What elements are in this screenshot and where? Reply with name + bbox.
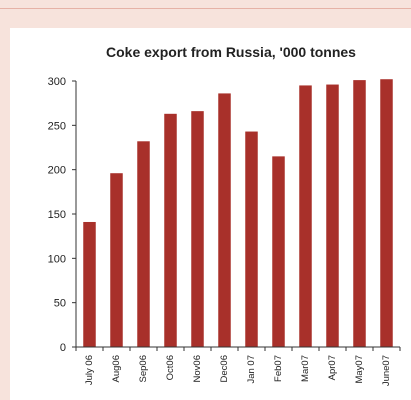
x-axis-ticks: July 06 Aug06 Sep06 Oct06 Nov06 Dec06 Jan 07 Fe… (75, 347, 401, 386)
x-tick-label: Apr07 (327, 355, 338, 380)
x-tick-label: July 06 (84, 355, 95, 385)
bar (110, 173, 123, 347)
bar (299, 85, 312, 347)
y-tick-label: 50 (54, 298, 66, 310)
y-tick-label: 250 (48, 120, 66, 132)
bar (137, 141, 150, 347)
chart-title: Coke export from Russia, '000 tonnes (106, 44, 356, 60)
y-tick-label: 100 (48, 253, 66, 265)
bar-chart: Coke export from Russia, '000 tonnes 0 50… (48, 44, 401, 386)
x-tick-label: June07 (381, 355, 392, 386)
bar (353, 80, 366, 347)
bar (164, 113, 177, 347)
x-tick-label: Sep06 (138, 355, 149, 382)
bar (245, 131, 258, 347)
y-tick-label: 200 (48, 165, 66, 177)
x-tick-label: Nov06 (192, 355, 203, 382)
x-tick-label: Jan 07 (246, 355, 257, 384)
x-tick-label: Aug06 (111, 355, 122, 382)
x-tick-label: Mar07 (300, 355, 311, 382)
y-tick-label: 150 (48, 209, 66, 221)
x-tick-label: May07 (354, 355, 365, 384)
y-tick-label: 300 (48, 76, 66, 88)
bar (218, 93, 231, 347)
chart-panel: Coke export from Russia, '000 tonnes 0 50… (10, 28, 411, 400)
header-rule (0, 8, 411, 9)
bar (380, 79, 393, 347)
bar (326, 84, 339, 347)
bar (272, 156, 285, 347)
y-axis-ticks: 0 50 100 150 200 250 300 (48, 76, 76, 354)
bars (83, 79, 393, 347)
bar (83, 221, 96, 347)
x-tick-label: Dec06 (219, 355, 230, 382)
y-tick-label: 0 (60, 342, 66, 354)
bar (191, 111, 204, 347)
x-tick-label: Oct06 (165, 355, 176, 380)
x-tick-label: Feb07 (273, 355, 284, 382)
